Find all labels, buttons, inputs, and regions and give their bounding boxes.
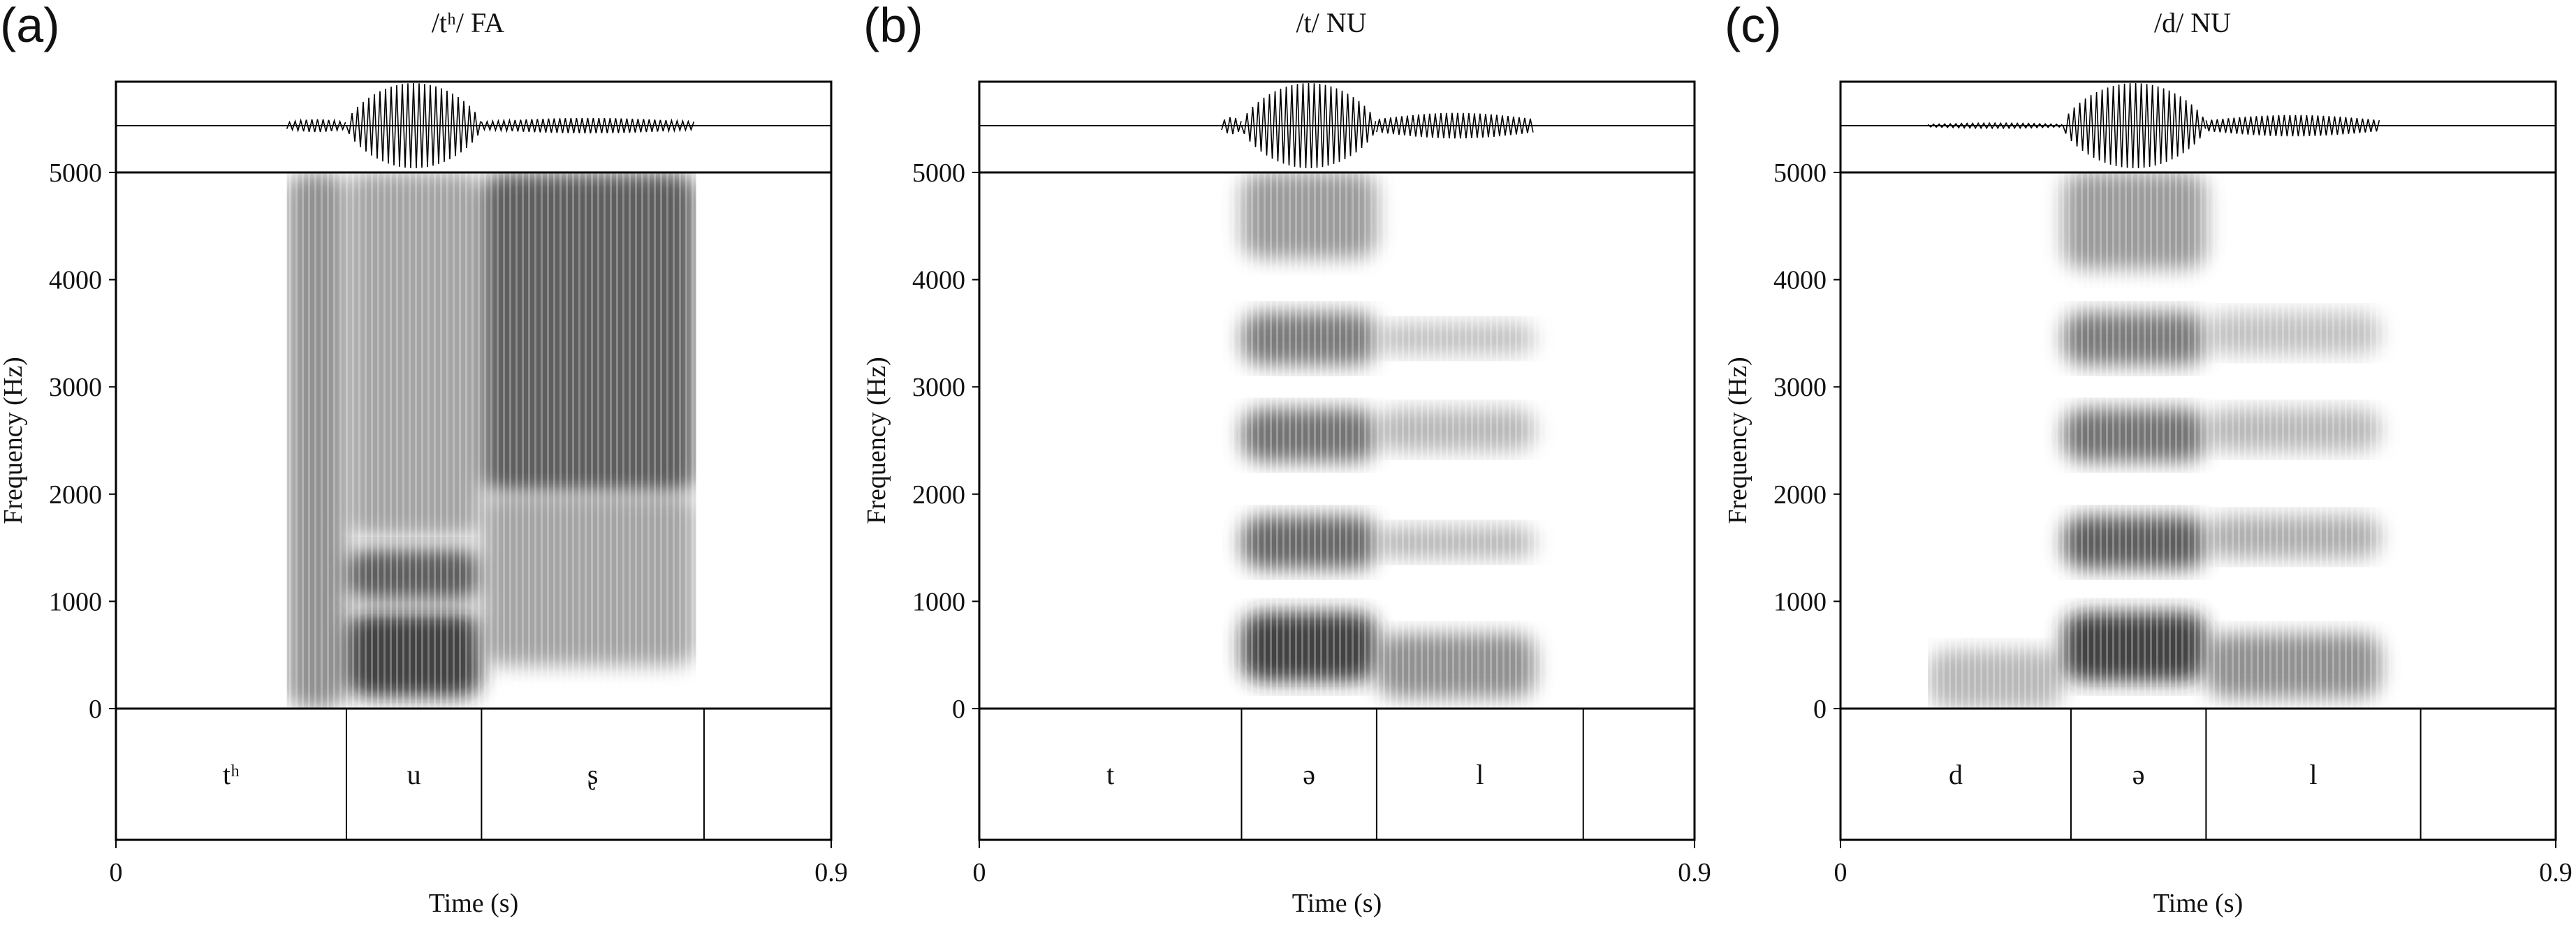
waveform-segment — [1221, 117, 1242, 135]
spectrogram-area — [286, 172, 696, 709]
waveform — [116, 82, 831, 168]
y-tick-label: 1000 — [912, 587, 965, 616]
y-tick-label: 5000 — [49, 158, 102, 188]
y-tick-label: 4000 — [1773, 266, 1827, 295]
x-axis-label: Time (s) — [1292, 889, 1382, 918]
y-tick-label: 2000 — [912, 480, 965, 510]
y-axis: 0 1000 2000 3000 4000 5000 — [49, 158, 116, 724]
y-tick-label: 2000 — [49, 480, 102, 510]
panel-label: (b) — [863, 0, 923, 52]
panel-title: /d/ NU — [2154, 7, 2231, 38]
waveform-segment — [346, 82, 481, 168]
x-axis: 0 0.9 — [1834, 840, 2573, 887]
segment-tier: tʰ u ʂ — [223, 709, 705, 840]
x-tick-label: 0 — [1834, 858, 1847, 887]
x-tick-label: 0 — [973, 858, 986, 887]
plot-frame — [115, 80, 833, 841]
segment-label: l — [1476, 759, 1484, 790]
x-tick-label: 0.9 — [814, 858, 848, 887]
waveform-segment — [2062, 82, 2207, 169]
y-tick-label: 2000 — [1773, 480, 1827, 510]
glottal-striations — [1928, 172, 2461, 709]
y-tick-label: 3000 — [1773, 373, 1827, 402]
y-tick-label: 0 — [952, 695, 965, 724]
segment-label: ə — [1303, 759, 1315, 790]
y-tick-label: 1000 — [1773, 587, 1827, 616]
waveform-segment — [2205, 114, 2380, 137]
y-tick-label: 5000 — [912, 158, 965, 188]
segment-label: t — [1106, 759, 1114, 790]
x-axis: 0 0.9 — [110, 840, 848, 887]
x-tick-label: 0.9 — [1678, 858, 1711, 887]
glottal-striations — [1222, 172, 1616, 709]
x-axis-label: Time (s) — [2153, 889, 2243, 918]
plot-frame — [978, 80, 1696, 841]
segment-label: u — [407, 759, 421, 790]
panel-a: (a) /tʰ/ FA 0 1000 2000 3000 4000 5000 Frequency… — [0, 0, 848, 918]
panel-label: (a) — [0, 0, 60, 52]
x-tick-label: 0 — [110, 858, 123, 887]
y-tick-label: 0 — [89, 695, 102, 724]
panel-label: (c) — [1725, 0, 1782, 52]
y-axis: 0 1000 2000 3000 4000 5000 — [1773, 158, 1840, 724]
segment-label: tʰ — [223, 759, 240, 790]
y-axis-label: Frequency (Hz) — [0, 357, 28, 524]
glottal-striations — [286, 172, 696, 709]
waveform-segment — [1241, 82, 1377, 168]
segment-label: l — [2309, 759, 2317, 790]
segment-label: ə — [2132, 759, 2145, 790]
panel-title: /t/ NU — [1296, 7, 1366, 38]
panel-title: /tʰ/ FA — [432, 7, 504, 38]
y-tick-label: 0 — [1813, 695, 1827, 724]
spectrogram-area — [1928, 172, 2461, 709]
panel-c: (c) /d/ NU 0 1000 2000 3000 4000 5000 Frequency … — [1723, 0, 2573, 918]
segment-label: ʂ — [587, 759, 599, 790]
y-axis-label: Frequency (Hz) — [1723, 357, 1752, 524]
y-tick-label: 3000 — [912, 373, 965, 402]
waveform-segment — [1376, 112, 1534, 139]
panel-b: (b) /t/ NU 0 1000 2000 3000 4000 5000 Frequency … — [862, 0, 1711, 918]
x-axis-label: Time (s) — [429, 889, 518, 918]
waveform-segment — [481, 117, 695, 134]
y-tick-label: 5000 — [1773, 158, 1827, 188]
spectrogram-area — [1222, 172, 1616, 709]
waveform-segment — [1927, 121, 2063, 130]
x-tick-label: 0.9 — [2539, 858, 2573, 887]
y-tick-label: 3000 — [49, 373, 102, 402]
waveform-segment — [286, 118, 346, 133]
y-axis: 0 1000 2000 3000 4000 5000 — [912, 158, 979, 724]
y-tick-label: 4000 — [912, 266, 965, 295]
y-tick-label: 4000 — [49, 266, 102, 295]
waveform — [1840, 82, 2556, 169]
y-axis-label: Frequency (Hz) — [862, 357, 891, 524]
y-tick-label: 1000 — [49, 587, 102, 616]
segment-label: d — [1949, 759, 1963, 790]
plot-frame — [1839, 80, 2557, 841]
x-axis: 0 0.9 — [973, 840, 1711, 887]
waveform — [979, 82, 1695, 168]
